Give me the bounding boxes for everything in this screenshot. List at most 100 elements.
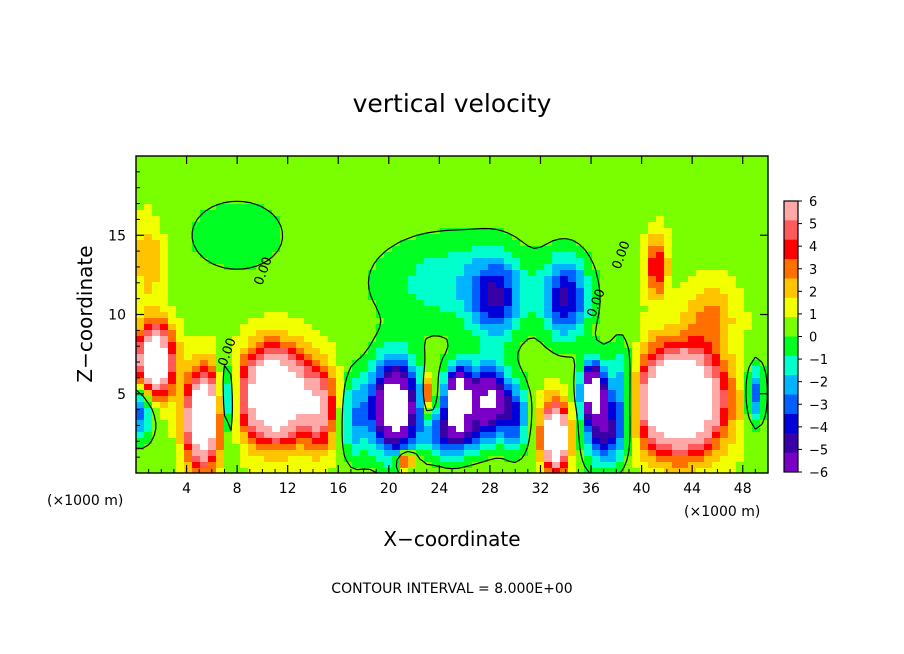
field-cell (360, 288, 369, 295)
field-cell (168, 396, 177, 403)
field-cell (656, 360, 665, 367)
field-cell (144, 198, 153, 205)
field-cell (728, 324, 737, 331)
field-cell (360, 282, 369, 289)
field-cell (464, 330, 473, 337)
field-cell (232, 174, 241, 181)
field-cell (600, 240, 609, 247)
field-cell (512, 372, 521, 379)
field-cell (504, 288, 513, 295)
field-cell (720, 276, 729, 283)
field-cell (760, 318, 768, 325)
field-cell (304, 312, 313, 319)
field-cell (248, 258, 257, 265)
field-cell (624, 288, 633, 295)
field-cell (648, 378, 657, 385)
field-cell (344, 372, 353, 379)
field-cell (336, 234, 345, 241)
field-cell (672, 282, 681, 289)
field-cell (672, 264, 681, 271)
field-cell (520, 180, 529, 187)
field-cell (592, 174, 601, 181)
field-cell (336, 354, 345, 361)
field-cell (712, 252, 721, 259)
field-cell (208, 198, 217, 205)
field-cell (720, 246, 729, 253)
field-cell (264, 414, 273, 421)
field-cell (320, 318, 329, 325)
field-cell (136, 192, 145, 199)
field-cell (640, 306, 649, 313)
field-cell (672, 246, 681, 253)
field-cell (536, 378, 545, 385)
field-cell (704, 306, 713, 313)
field-cell (344, 366, 353, 373)
field-cell (384, 192, 393, 199)
field-cell (672, 204, 681, 211)
field-cell (192, 168, 201, 175)
field-cell (168, 282, 177, 289)
zero-contour-line (136, 200, 768, 473)
field-cell (184, 246, 193, 253)
field-cell (712, 348, 721, 355)
field-cell (224, 312, 233, 319)
field-cell (560, 174, 569, 181)
field-cell (720, 228, 729, 235)
field-cell (720, 312, 729, 319)
field-cell (488, 372, 497, 379)
field-cell (168, 354, 177, 361)
field-cell (608, 264, 617, 271)
field-cell (400, 312, 409, 319)
field-cell (720, 468, 729, 473)
field-cell (424, 186, 433, 193)
field-cell (200, 468, 209, 473)
field-cell (336, 348, 345, 355)
field-cell (368, 300, 377, 307)
field-cell (392, 348, 401, 355)
field-cell (672, 366, 681, 373)
field-cell (424, 432, 433, 439)
field-cell (184, 294, 193, 301)
field-cell (376, 204, 385, 211)
field-cell (608, 444, 617, 451)
field-cell (280, 450, 289, 457)
field-cell (200, 276, 209, 283)
field-cell (432, 186, 441, 193)
field-cell (480, 180, 489, 187)
field-cell (472, 222, 481, 229)
field-cell (304, 174, 313, 181)
field-cell (400, 414, 409, 421)
field-cell (704, 288, 713, 295)
field-cell (424, 318, 433, 325)
field-cell (400, 426, 409, 433)
field-cell (728, 222, 737, 229)
field-cell (624, 360, 633, 367)
field-cell (368, 222, 377, 229)
field-cell (384, 444, 393, 451)
field-cell (464, 234, 473, 241)
field-cell (184, 420, 193, 427)
field-cell (504, 438, 513, 445)
field-cell (416, 198, 425, 205)
field-cell (472, 366, 481, 373)
field-cell (296, 294, 305, 301)
field-cell (632, 372, 641, 379)
field-cell (728, 204, 737, 211)
field-cell (208, 414, 217, 421)
field-cell (576, 330, 585, 337)
field-cell (312, 342, 321, 349)
field-cell (720, 336, 729, 343)
field-cell (296, 288, 305, 295)
field-cell (384, 408, 393, 415)
field-cell (440, 426, 449, 433)
field-cell (616, 402, 625, 409)
field-cell (600, 306, 609, 313)
field-cell (560, 282, 569, 289)
x-unit-left: (×1000 m) (47, 493, 123, 509)
field-cell (480, 228, 489, 235)
field-cell (712, 402, 721, 409)
field-cell (232, 402, 241, 409)
field-cell (216, 318, 225, 325)
field-cell (432, 222, 441, 229)
field-cell (240, 426, 249, 433)
